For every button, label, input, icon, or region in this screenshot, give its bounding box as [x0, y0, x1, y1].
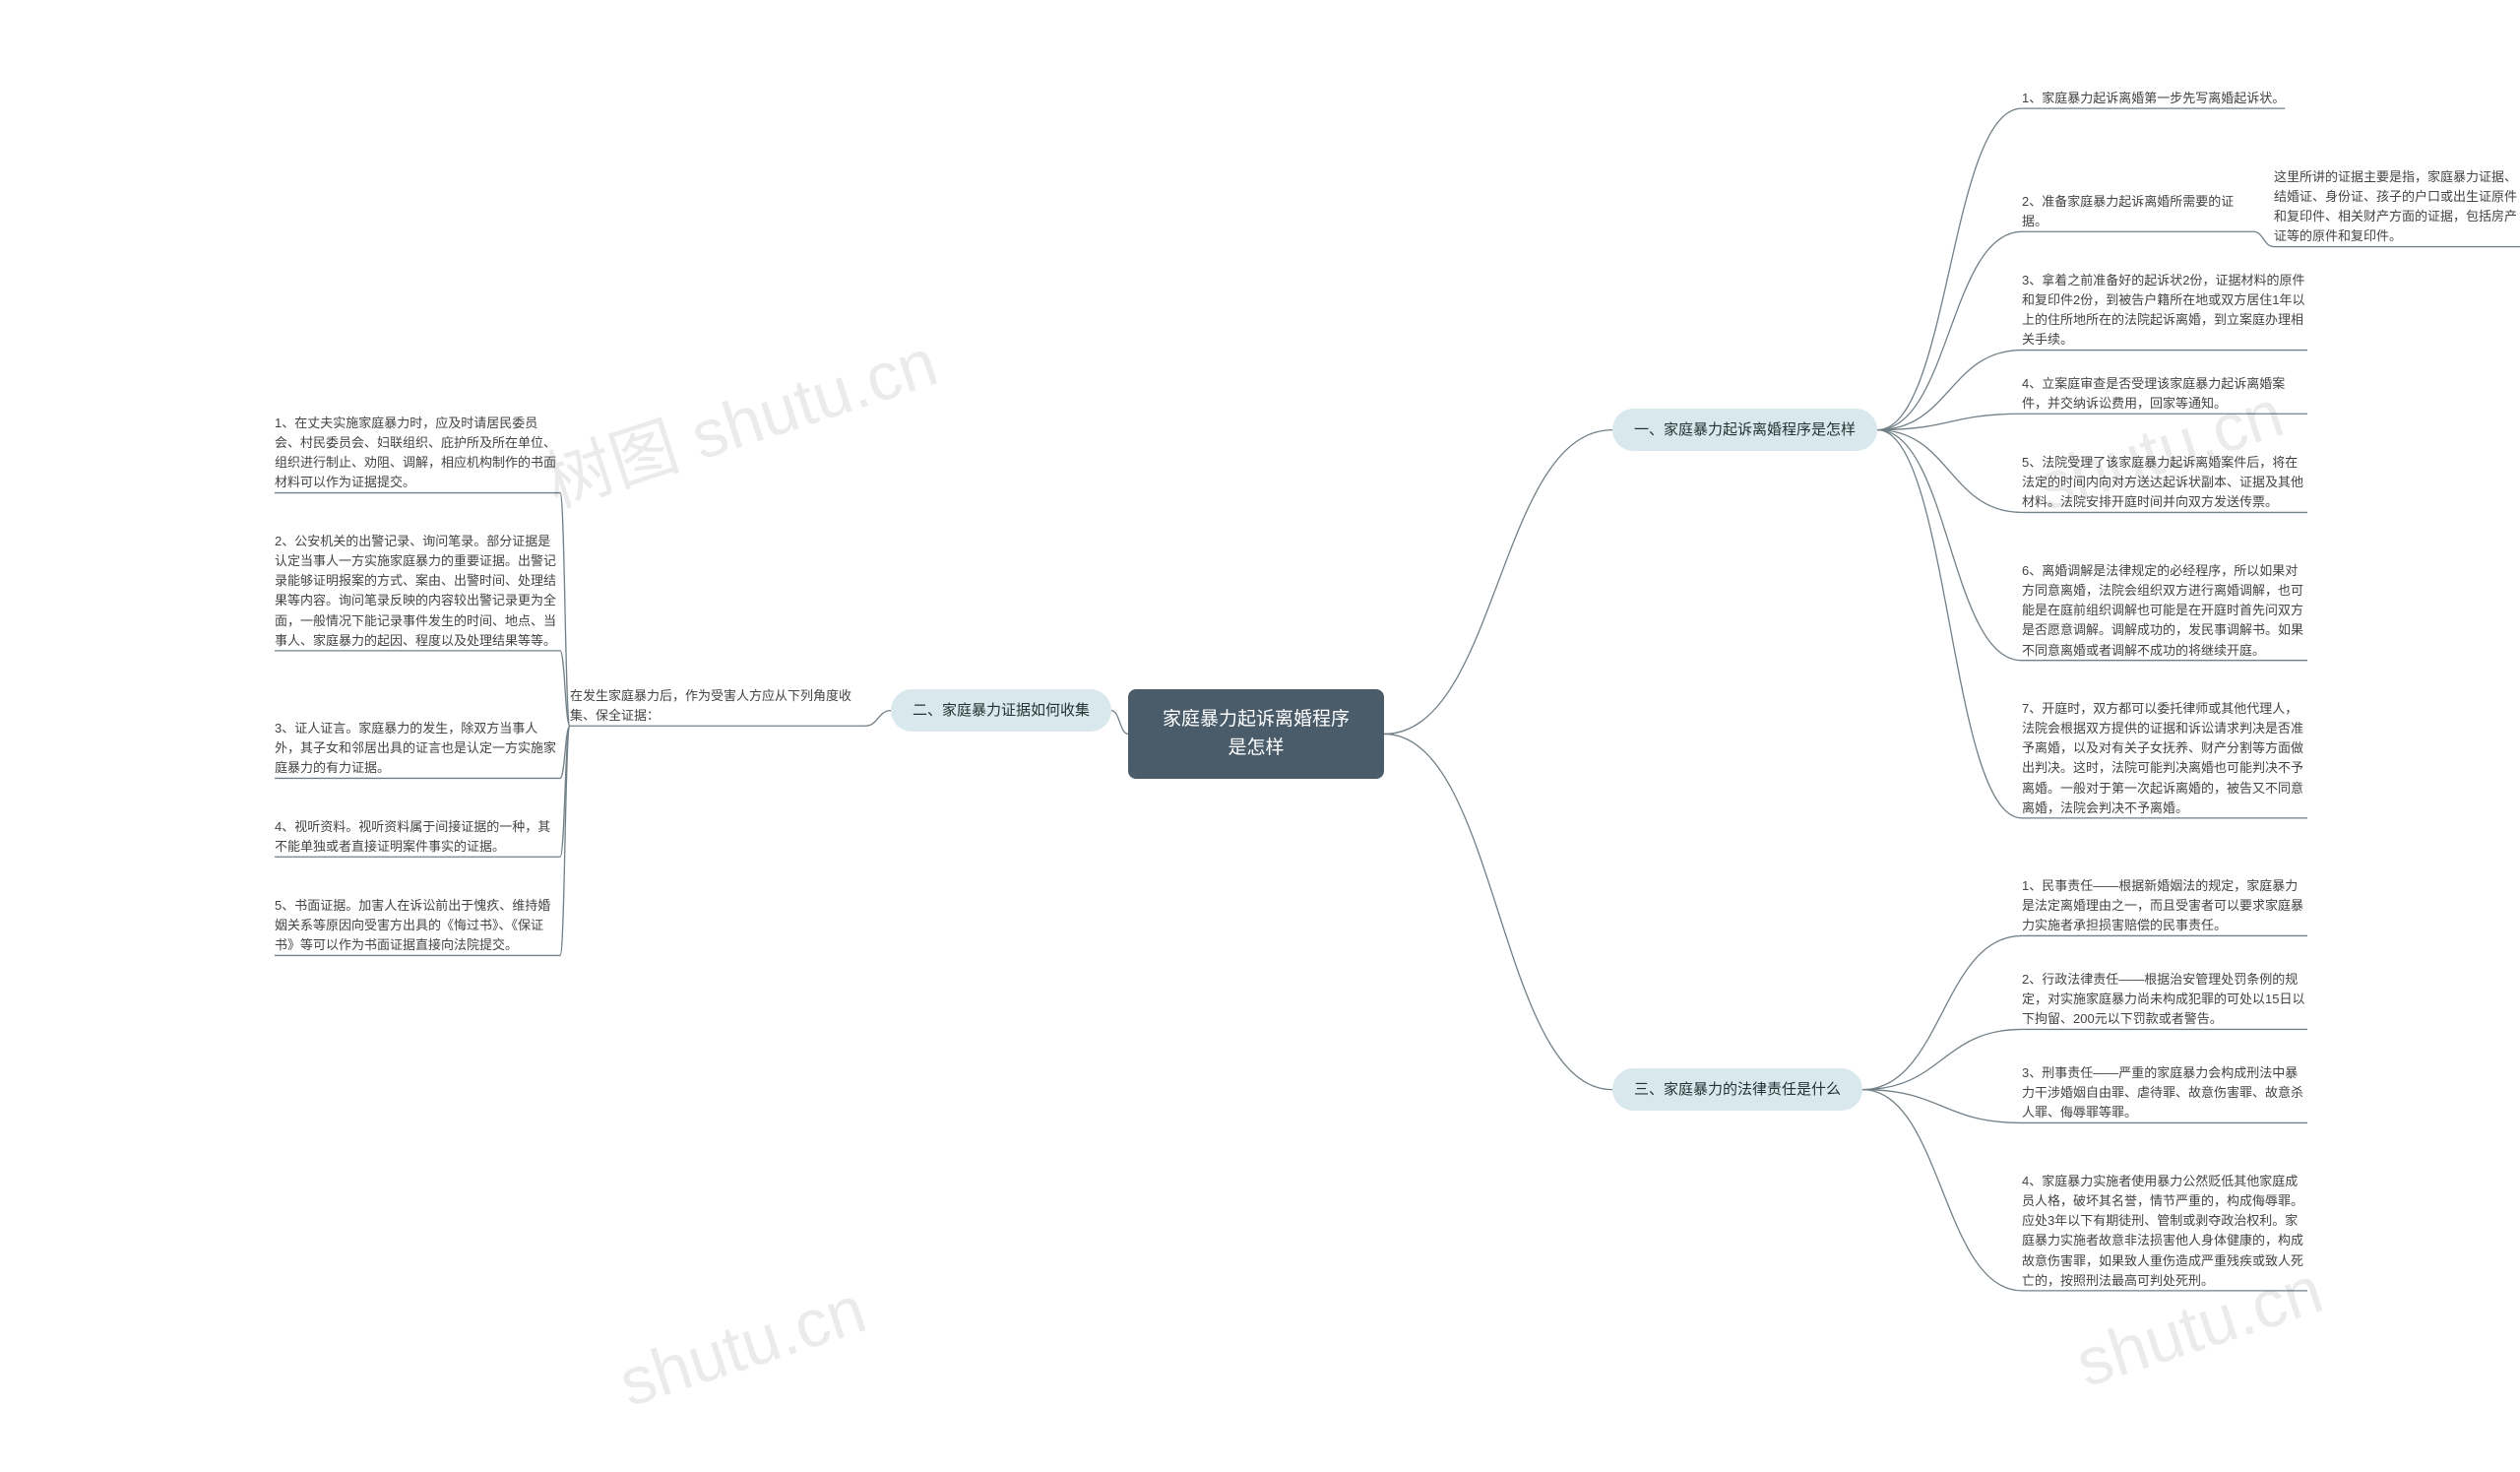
b1l4-label: 4、立案庭审查是否受理该家庭暴力起诉离婚案件，并交纳诉讼费用，回家等通知。	[2022, 376, 2285, 411]
b2l3: 3、证人证言。家庭暴力的发生，除双方当事人外，其子女和邻居出具的证言也是认定一方…	[275, 719, 560, 778]
b1l7-label: 7、开庭时，双方都可以委托律师或其他代理人，法院会根据双方提供的证据和诉讼请求判…	[2022, 701, 2303, 815]
b3l1-label: 1、民事责任——根据新婚姻法的规定，家庭暴力是法定离婚理由之一，而且受害者可以要…	[2022, 878, 2303, 932]
b1l5-label: 5、法院受理了该家庭暴力起诉离婚案件后，将在法定的时间内向对方送达起诉状副本、证…	[2022, 455, 2303, 509]
b3l2-label: 2、行政法律责任——根据治安管理处罚条例的规定，对实施家庭暴力尚未构成犯罪的可处…	[2022, 972, 2304, 1026]
b3l1: 1、民事责任——根据新婚姻法的规定，家庭暴力是法定离婚理由之一，而且受害者可以要…	[2022, 876, 2307, 935]
b1l5: 5、法院受理了该家庭暴力起诉离婚案件后，将在法定的时间内向对方送达起诉状副本、证…	[2022, 453, 2307, 512]
b2l1-label: 1、在丈夫实施家庭暴力时，应及时请居民委员会、村民委员会、妇联组织、庇护所及所在…	[275, 416, 556, 489]
b1l2s: 这里所讲的证据主要是指，家庭暴力证据、结婚证、身份证、孩子的户口或出生证原件和复…	[2274, 167, 2520, 247]
b1: 一、家庭暴力起诉离婚程序是怎样	[1612, 409, 1877, 451]
watermark: shutu.cn	[610, 1271, 875, 1423]
b2l4: 4、视听资料。视听资料属于间接证据的一种，其不能单独或者直接证明案件事实的证据。	[275, 817, 560, 857]
b3l2: 2、行政法律责任——根据治安管理处罚条例的规定，对实施家庭暴力尚未构成犯罪的可处…	[2022, 970, 2307, 1029]
b3: 三、家庭暴力的法律责任是什么	[1612, 1068, 1862, 1111]
b2l5-label: 5、书面证据。加害人在诉讼前出于愧疚、维持婚姻关系等原因向受害方出具的《悔过书》…	[275, 898, 550, 952]
b2l4-label: 4、视听资料。视听资料属于间接证据的一种，其不能单独或者直接证明案件事实的证据。	[275, 819, 550, 854]
b1l2s-label: 这里所讲的证据主要是指，家庭暴力证据、结婚证、身份证、孩子的户口或出生证原件和复…	[2274, 169, 2517, 243]
b2m: 在发生家庭暴力后，作为受害人方应从下列角度收集、保全证据：	[570, 686, 865, 726]
b2: 二、家庭暴力证据如何收集	[891, 689, 1111, 732]
b2l1: 1、在丈夫实施家庭暴力时，应及时请居民委员会、村民委员会、妇联组织、庇护所及所在…	[275, 414, 560, 493]
b2m-label: 在发生家庭暴力后，作为受害人方应从下列角度收集、保全证据：	[570, 688, 851, 723]
b3l3: 3、刑事责任——严重的家庭暴力会构成刑法中暴力干涉婚姻自由罪、虐待罪、故意伤害罪…	[2022, 1063, 2307, 1122]
watermark: 树图 shutu.cn	[532, 308, 947, 526]
center-label: 家庭暴力起诉离婚程序是怎样	[1163, 709, 1350, 758]
b1l2-label: 2、准备家庭暴力起诉离婚所需要的证据。	[2022, 194, 2234, 228]
b2l3-label: 3、证人证言。家庭暴力的发生，除双方当事人外，其子女和邻居出具的证言也是认定一方…	[275, 721, 556, 775]
b3l4-label: 4、家庭暴力实施者使用暴力公然贬低其他家庭成员人格，破坏其名誉，情节严重的，构成…	[2022, 1174, 2303, 1288]
b2l5: 5、书面证据。加害人在诉讼前出于愧疚、维持婚姻关系等原因向受害方出具的《悔过书》…	[275, 896, 560, 955]
b1l1-label: 1、家庭暴力起诉离婚第一步先写离婚起诉状。	[2022, 91, 2285, 105]
b3l4: 4、家庭暴力实施者使用暴力公然贬低其他家庭成员人格，破坏其名誉，情节严重的，构成…	[2022, 1172, 2307, 1291]
b1l4: 4、立案庭审查是否受理该家庭暴力起诉离婚案件，并交纳诉讼费用，回家等通知。	[2022, 374, 2307, 414]
b3-label: 三、家庭暴力的法律责任是什么	[1634, 1081, 1841, 1098]
b1l1: 1、家庭暴力起诉离婚第一步先写离婚起诉状。	[2022, 89, 2285, 108]
b2l2-label: 2、公安机关的出警记录、询问笔录。部分证据是认定当事人一方实施家庭暴力的重要证据…	[275, 534, 556, 648]
b2-label: 二、家庭暴力证据如何收集	[913, 702, 1090, 719]
b2l2: 2、公安机关的出警记录、询问笔录。部分证据是认定当事人一方实施家庭暴力的重要证据…	[275, 532, 560, 651]
b1l3-label: 3、拿着之前准备好的起诉状2份，证据材料的原件和复印件2份，到被告户籍所在地或双…	[2022, 273, 2304, 347]
b1-label: 一、家庭暴力起诉离婚程序是怎样	[1634, 421, 1856, 438]
b1l2: 2、准备家庭暴力起诉离婚所需要的证据。	[2022, 192, 2253, 231]
b1l6-label: 6、离婚调解是法律规定的必经程序，所以如果对方同意离婚，法院会组织双方进行离婚调…	[2022, 563, 2303, 658]
b1l7: 7、开庭时，双方都可以委托律师或其他代理人，法院会根据双方提供的证据和诉讼请求判…	[2022, 699, 2307, 818]
b1l3: 3、拿着之前准备好的起诉状2份，证据材料的原件和复印件2份，到被告户籍所在地或双…	[2022, 271, 2307, 351]
b1l6: 6、离婚调解是法律规定的必经程序，所以如果对方同意离婚，法院会组织双方进行离婚调…	[2022, 561, 2307, 661]
b3l3-label: 3、刑事责任——严重的家庭暴力会构成刑法中暴力干涉婚姻自由罪、虐待罪、故意伤害罪…	[2022, 1065, 2303, 1120]
center-node: 家庭暴力起诉离婚程序是怎样	[1128, 689, 1384, 779]
